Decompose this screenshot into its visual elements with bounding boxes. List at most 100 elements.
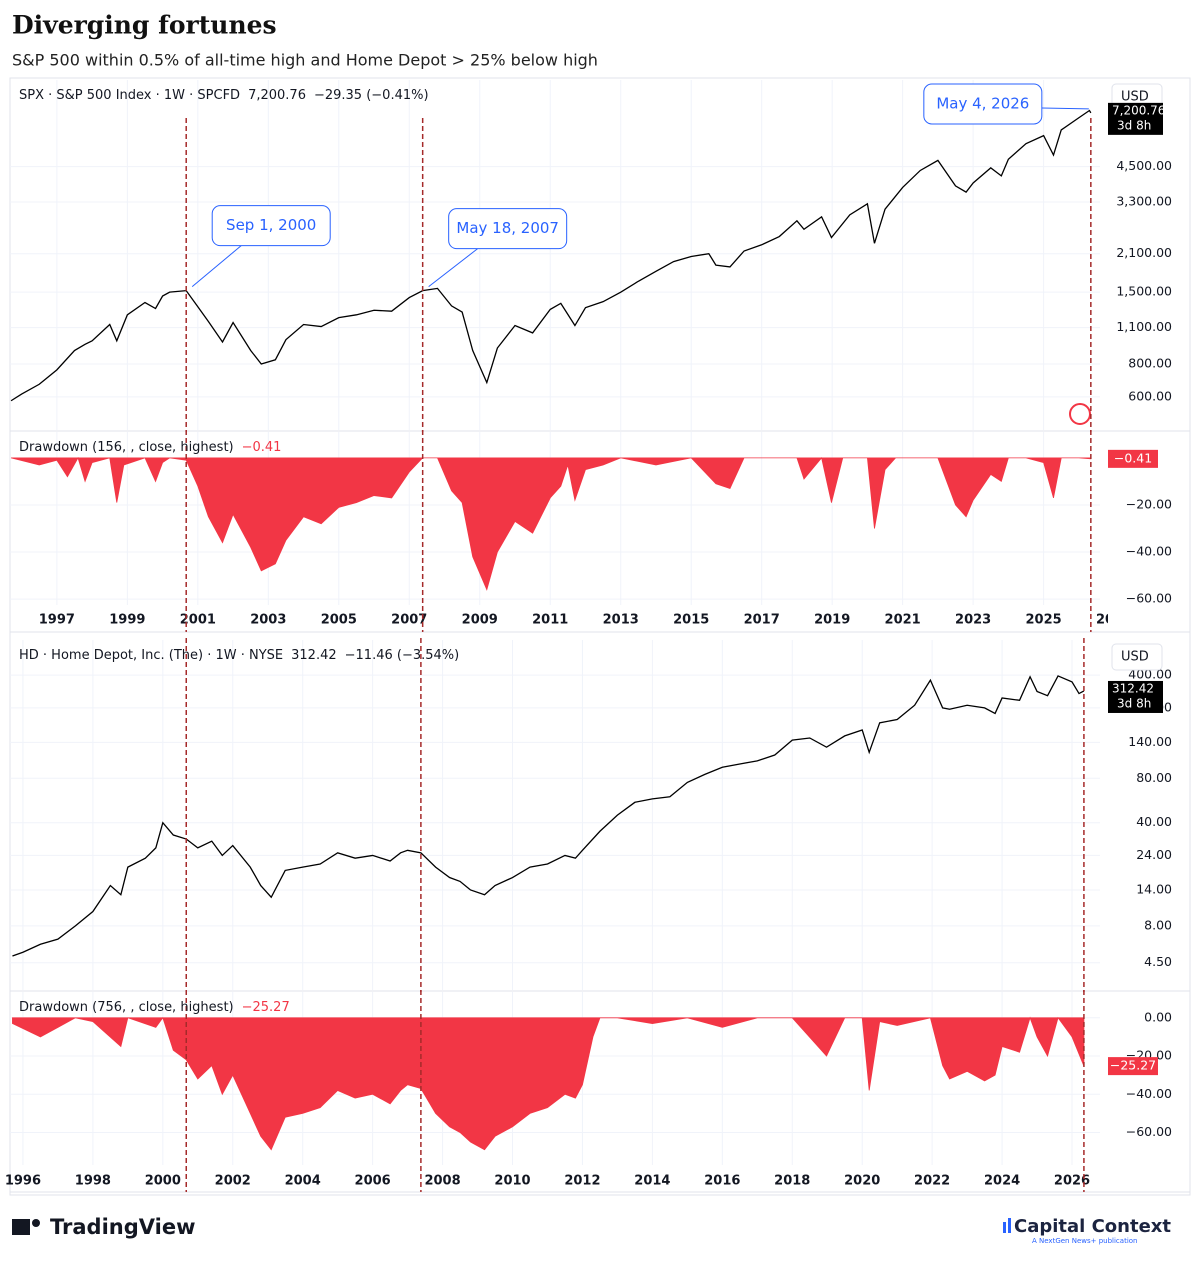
publisher-note: A NextGen News+ publication bbox=[1032, 1237, 1137, 1245]
logo-bar bbox=[1008, 1218, 1011, 1233]
x-tick-label: 2008 bbox=[424, 1174, 460, 1189]
y-tick-label: 40.00 bbox=[1136, 814, 1172, 829]
last-value-badge bbox=[1108, 449, 1158, 468]
publisher-logo: Capital Context A NextGen News+ publicat… bbox=[1003, 1216, 1171, 1245]
last-value-label: −0.41 bbox=[1114, 450, 1152, 465]
y-tick-label: −60.00 bbox=[1126, 591, 1172, 606]
x-tick-label: 2016 bbox=[704, 1174, 740, 1189]
legend-change: −11.46 (−3.54%) bbox=[345, 648, 460, 663]
x-tick-label: 2018 bbox=[774, 1174, 810, 1189]
callout-arrow bbox=[428, 248, 478, 288]
y-tick-label: 24.00 bbox=[1136, 847, 1172, 862]
x-tick-label: 2005 bbox=[321, 613, 357, 628]
currency-box bbox=[1111, 643, 1163, 671]
x-tick-label: 2011 bbox=[532, 613, 568, 628]
x-tick-label: 2015 bbox=[673, 613, 709, 628]
legend-name: SPX · S&P 500 Index · 1W · SPCFD bbox=[19, 88, 240, 103]
x-tick-label: 2006 bbox=[355, 1174, 391, 1189]
x-tick-label: 2023 bbox=[955, 613, 991, 628]
x-tick-label: 2001 bbox=[180, 613, 216, 628]
legend-last: −0.41 bbox=[242, 440, 282, 455]
legend-last: 312.42 bbox=[291, 648, 337, 663]
callout-box bbox=[211, 205, 331, 247]
y-tick-label: 4,500.00 bbox=[1116, 158, 1172, 173]
y-tick-label: 80.00 bbox=[1136, 770, 1172, 785]
callout-box bbox=[923, 83, 1043, 125]
y-tick-label: 1,500.00 bbox=[1116, 284, 1172, 299]
x-tick-label: 2014 bbox=[634, 1174, 670, 1189]
last-value-label: 312.42 bbox=[1112, 681, 1154, 695]
x-tick-label: 2020 bbox=[844, 1174, 880, 1189]
x-tick-label: 2012 bbox=[564, 1174, 600, 1189]
page-subtitle: S&P 500 within 0.5% of all-time high and… bbox=[12, 51, 598, 70]
last-value-label: 7,200.76 bbox=[1112, 103, 1165, 117]
currency: USD bbox=[1121, 650, 1149, 665]
countdown: 3d 8h bbox=[1117, 118, 1151, 132]
drawdown-area bbox=[12, 1016, 1085, 1151]
legend: Drawdown (156, , close, highest) −0.41 bbox=[19, 440, 281, 455]
y-tick-label: 140.00 bbox=[1128, 734, 1172, 749]
x-tick-label: 2022 bbox=[914, 1174, 950, 1189]
brand: TradingView bbox=[50, 1215, 195, 1239]
x-tick-label: 2019 bbox=[814, 613, 850, 628]
pane: 1997 1999 2001 2003 2005 2007 2009 2011 2013 2015… bbox=[10, 430, 1190, 633]
callout-label: May 18, 2007 bbox=[456, 219, 559, 237]
x-tick-label: 2024 bbox=[984, 1174, 1020, 1189]
pane: 600.00 800.00 1,100.00 1,500.00 2,100.00 3,30… bbox=[10, 80, 1190, 432]
publisher: Capital Context bbox=[1014, 1216, 1171, 1237]
x-tick-label: 2010 bbox=[494, 1174, 530, 1189]
y-tick-label: 14.00 bbox=[1136, 881, 1172, 896]
x-tick-label: 1999 bbox=[109, 613, 145, 628]
legend: SPX · S&P 500 Index · 1W · SPCFD 7,200.76… bbox=[19, 88, 429, 103]
x-tick-label: 2000 bbox=[145, 1174, 181, 1189]
x-tick-label: 2027 bbox=[1096, 613, 1132, 628]
x-tick-label: 2004 bbox=[285, 1174, 321, 1189]
callout-arrow bbox=[1041, 107, 1089, 110]
pane: 4.508.0014.0024.0040.0080.00140.00240.00… bbox=[10, 638, 1190, 992]
last-value-badge bbox=[1108, 102, 1163, 135]
x-tick-label: 1997 bbox=[39, 613, 75, 628]
callout-label: Sep 1, 2000 bbox=[226, 216, 316, 234]
y-tick-label: −20.00 bbox=[1126, 496, 1172, 511]
legend-name: Drawdown (756, , close, highest) bbox=[19, 1000, 234, 1015]
legend-last: 7,200.76 bbox=[248, 88, 306, 103]
pane: 1996 1998 2000 2002 2004 2006 2008 2010 2012 2014… bbox=[5, 990, 1190, 1193]
y-tick-label: 600.00 bbox=[1128, 388, 1172, 403]
legend-name: Drawdown (156, , close, highest) bbox=[19, 440, 234, 455]
callout-box bbox=[448, 208, 568, 250]
price-line bbox=[10, 109, 1092, 402]
y-tick-label: 0.00 bbox=[1144, 1009, 1172, 1024]
legend-last: −25.27 bbox=[242, 1000, 290, 1015]
page-title: Diverging fortunes bbox=[12, 11, 277, 40]
currency: USD bbox=[1121, 90, 1149, 105]
legend-name: HD · Home Depot, Inc. (The) · 1W · NYSE bbox=[19, 648, 283, 663]
y-tick-label: −40.00 bbox=[1126, 544, 1172, 559]
y-tick-label: 800.00 bbox=[1128, 355, 1172, 370]
callout-arrow bbox=[191, 245, 242, 288]
y-tick-label: −40.00 bbox=[1126, 1086, 1172, 1101]
x-tick-label: 2009 bbox=[462, 613, 498, 628]
x-tick-label: 2002 bbox=[215, 1174, 251, 1189]
y-tick-label: 3,300.00 bbox=[1116, 194, 1172, 209]
legend: Drawdown (756, , close, highest) −25.27 bbox=[19, 1000, 290, 1015]
last-value-label: −25.27 bbox=[1110, 1058, 1156, 1073]
last-value-badge bbox=[1108, 680, 1163, 713]
event-icon bbox=[1069, 403, 1091, 425]
tradingview-logo: TradingView bbox=[12, 1215, 195, 1239]
logo-bar bbox=[1003, 1222, 1006, 1233]
x-tick-label: 2003 bbox=[250, 613, 286, 628]
legend: HD · Home Depot, Inc. (The) · 1W · NYSE 3… bbox=[19, 648, 459, 663]
x-tick-label: 2025 bbox=[1026, 613, 1062, 628]
callout-label: May 4, 2026 bbox=[936, 95, 1029, 113]
x-tick-label: 2021 bbox=[885, 613, 921, 628]
legend-change: −29.35 (−0.41%) bbox=[314, 88, 429, 103]
x-tick-label: 2026 bbox=[1054, 1174, 1090, 1189]
x-tick-label: 2007 bbox=[391, 613, 427, 628]
y-tick-label: 2,100.00 bbox=[1116, 245, 1172, 260]
drawdown-area bbox=[10, 456, 1092, 591]
y-tick-label: 4.50 bbox=[1144, 954, 1172, 969]
x-tick-label: 2017 bbox=[744, 613, 780, 628]
y-tick-label: 1,100.00 bbox=[1116, 319, 1172, 334]
